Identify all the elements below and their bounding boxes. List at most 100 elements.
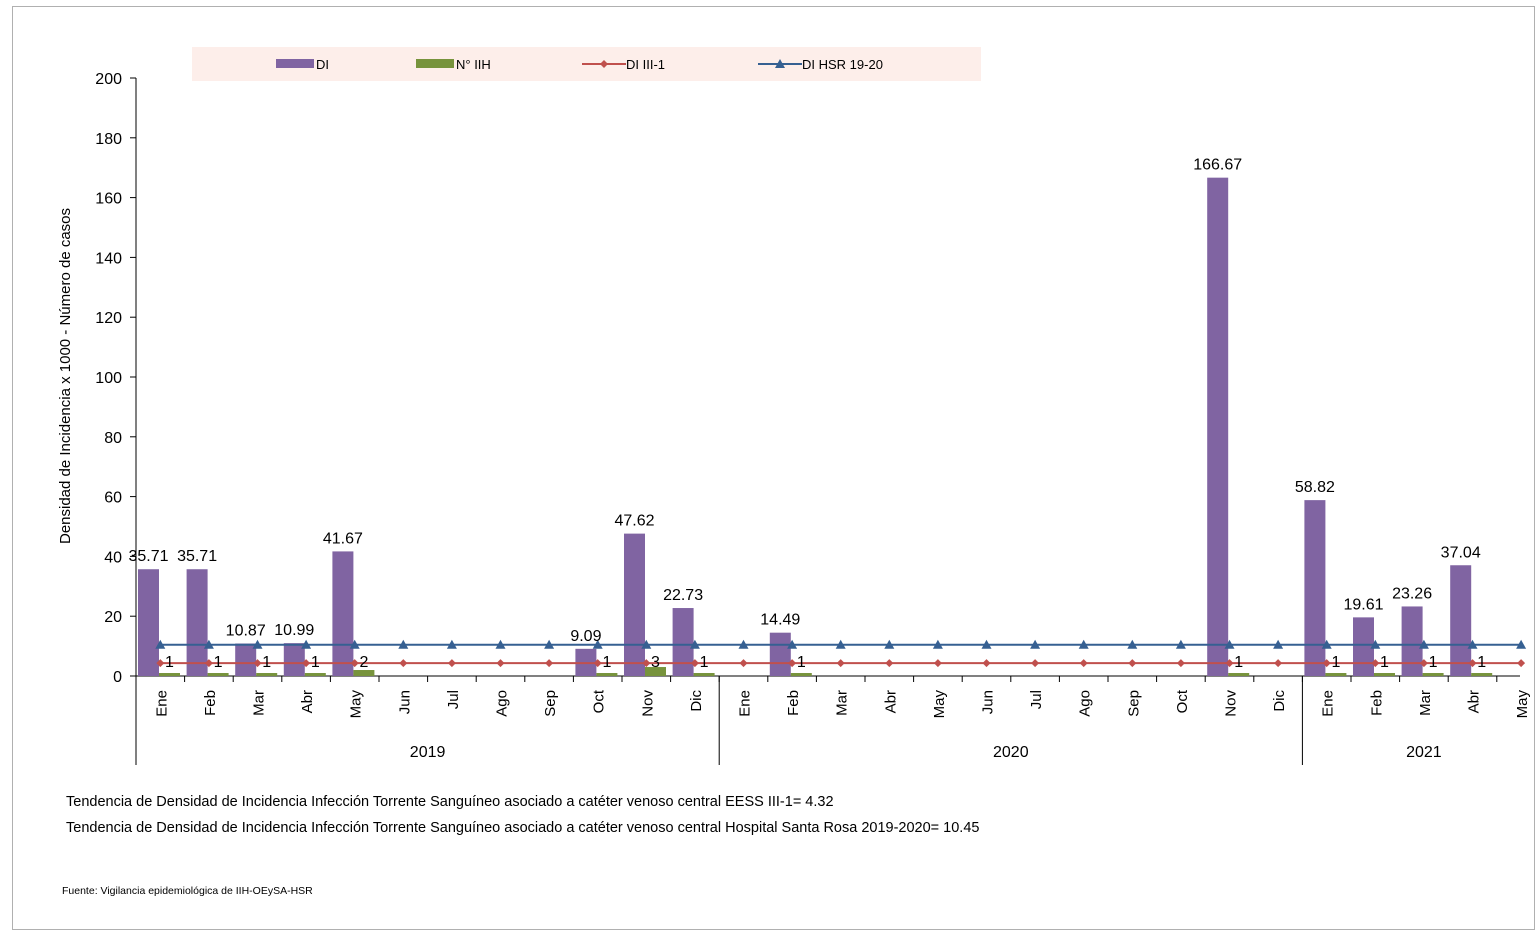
x-tick-label: Dic	[1271, 690, 1288, 712]
legend-swatch-iih	[416, 59, 454, 68]
trend-note-eess: Tendencia de Densidad de Incidencia Infe…	[66, 794, 834, 810]
x-tick-label: Feb	[1368, 690, 1385, 716]
di-iii1-marker	[1079, 659, 1088, 668]
iih-data-label: 1	[797, 654, 806, 671]
di-bar	[1207, 177, 1229, 677]
iih-bar	[693, 673, 715, 676]
legend-marker-di-iii1	[600, 60, 608, 68]
y-tick-label: 80	[104, 430, 122, 447]
di-hsr-marker	[301, 639, 312, 649]
y-tick-label: 200	[95, 71, 122, 88]
di-hsr-marker	[1030, 639, 1041, 649]
y-axis-title: Densidad de Incidencia x 1000 - Número d…	[57, 208, 74, 544]
di-iii1-marker	[1031, 659, 1040, 668]
iih-data-label: 1	[165, 654, 174, 671]
di-data-label: 10.99	[274, 622, 314, 639]
di-hsr-marker	[738, 639, 749, 649]
x-tick-label: Jul	[445, 690, 462, 709]
iih-data-label: 2	[359, 654, 368, 671]
iih-bar	[159, 673, 180, 676]
di-hsr-marker	[203, 639, 214, 649]
di-iii1-marker	[933, 659, 942, 668]
di-data-label: 14.49	[760, 612, 800, 629]
di-iii1-marker	[982, 659, 991, 668]
di-data-label: 166.67	[1193, 157, 1242, 174]
di-hsr-marker	[349, 639, 360, 649]
x-tick-label: Ene	[1320, 690, 1337, 717]
iih-bar	[1325, 673, 1347, 676]
di-hsr-marker	[398, 639, 409, 649]
iih-data-label: 1	[1380, 654, 1389, 671]
di-iii1-marker	[642, 659, 651, 668]
di-hsr-marker	[689, 639, 700, 649]
di-bar	[1401, 606, 1423, 676]
y-tick-label: 100	[95, 370, 122, 387]
di-iii1-marker	[156, 659, 165, 668]
di-bar	[672, 608, 694, 676]
di-iii1-marker	[690, 659, 699, 668]
x-tick-label: Feb	[202, 690, 219, 716]
di-iii1-marker	[1225, 659, 1234, 668]
di-data-label: 58.82	[1295, 479, 1335, 496]
di-data-label: 41.67	[323, 530, 363, 547]
di-iii1-marker	[447, 659, 456, 668]
x-tick-label: May	[931, 690, 948, 719]
di-iii1-marker	[739, 659, 748, 668]
iih-bar	[207, 673, 229, 676]
di-bar	[1353, 617, 1374, 676]
di-iii1-marker	[836, 659, 845, 668]
y-tick-label: 180	[95, 131, 122, 148]
iih-data-label: 1	[602, 654, 611, 671]
di-iii1-marker	[1274, 659, 1283, 668]
iih-bar	[790, 673, 812, 676]
iih-data-label: 1	[1429, 654, 1438, 671]
iih-bar	[1374, 673, 1395, 676]
di-bar	[186, 569, 208, 676]
y-tick-label: 140	[95, 250, 122, 267]
iih-data-label: 3	[651, 654, 660, 671]
x-tick-label: Abr	[299, 690, 316, 713]
legend-label-di-hsr: DI HSR 19-20	[802, 57, 883, 72]
year-label: 2021	[1406, 744, 1442, 761]
di-hsr-marker	[544, 639, 555, 649]
y-tick-label: 60	[104, 490, 122, 507]
di-data-label: 35.71	[177, 548, 217, 565]
x-tick-label: Feb	[785, 690, 802, 716]
y-tick-label: 0	[113, 669, 122, 686]
y-tick-label: 120	[95, 310, 122, 327]
di-bar	[283, 643, 305, 676]
di-iii1-marker	[545, 659, 554, 668]
di-hsr-marker	[1127, 639, 1138, 649]
iih-bar	[596, 673, 618, 676]
di-iii1-marker	[204, 659, 213, 668]
di-bar	[138, 569, 159, 676]
iih-data-label: 1	[262, 654, 271, 671]
di-bar	[235, 643, 257, 676]
di-hsr-marker	[1418, 639, 1429, 649]
di-hsr-marker	[446, 639, 457, 649]
di-bar	[1450, 565, 1472, 676]
legend-label-di: DI	[316, 57, 329, 72]
year-label: 2019	[410, 744, 446, 761]
di-hsr-marker	[1273, 639, 1284, 649]
year-label: 2020	[993, 744, 1029, 761]
di-hsr-marker	[641, 639, 652, 649]
di-iii1-marker	[1468, 659, 1477, 668]
di-bar	[332, 551, 354, 676]
x-tick-label: Nov	[1223, 690, 1240, 717]
x-tick-label: Sep	[1125, 690, 1142, 717]
x-tick-label: Jul	[1028, 690, 1045, 709]
di-iii1-marker	[1517, 659, 1526, 668]
x-tick-label: Oct	[591, 689, 608, 713]
iih-bar	[1471, 673, 1493, 676]
x-tick-label: Sep	[542, 690, 559, 717]
iih-bar	[1228, 673, 1250, 676]
source-note: Fuente: Vigilancia epidemiológica de IIH…	[62, 885, 313, 897]
iih-data-label: 1	[214, 654, 223, 671]
x-tick-label: Mar	[251, 690, 268, 716]
di-hsr-marker	[1370, 639, 1381, 649]
di-iii1-marker	[788, 659, 797, 668]
di-bar	[1304, 500, 1326, 676]
di-hsr-marker	[1175, 639, 1186, 649]
di-hsr-marker	[835, 639, 846, 649]
